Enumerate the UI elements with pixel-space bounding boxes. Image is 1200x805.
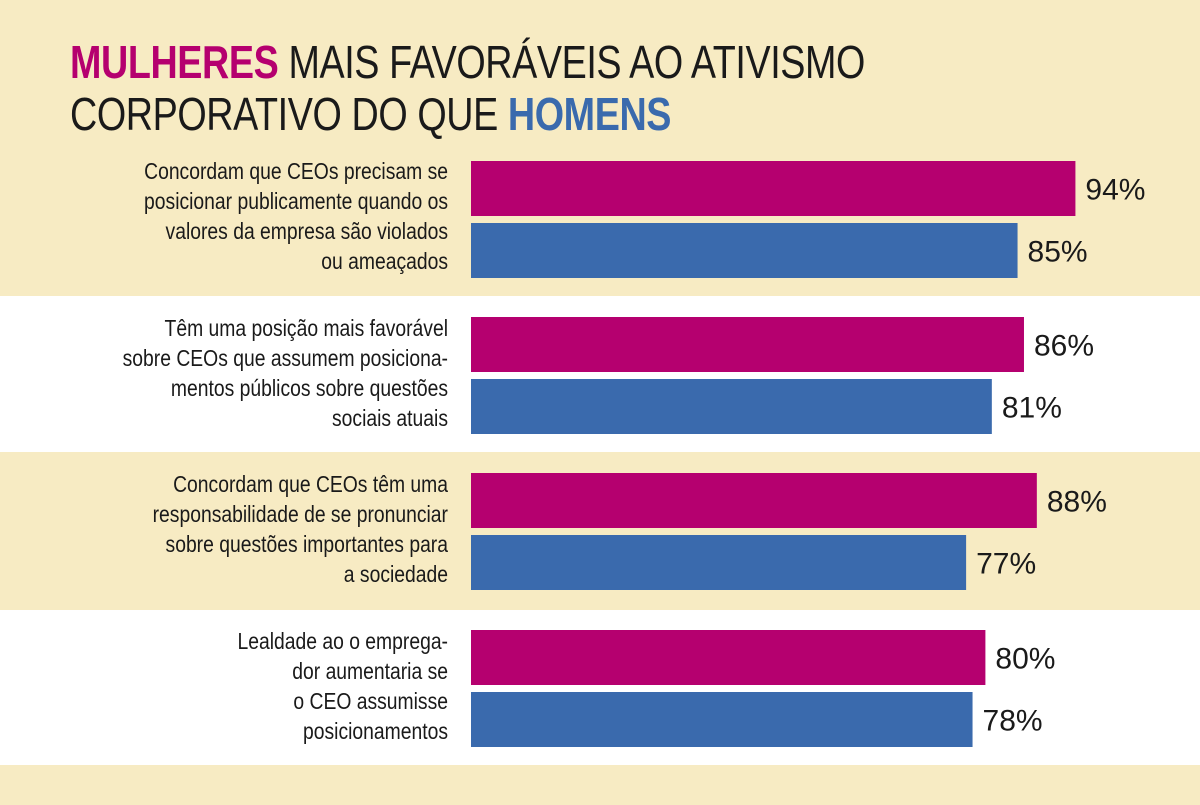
- title-text-2: CORPORATIVO DO QUE: [70, 88, 508, 140]
- men-value-label: 77%: [976, 548, 1036, 581]
- women-bar: [471, 161, 1076, 216]
- category-label-line: Têm uma posição mais favorável: [164, 315, 449, 341]
- category-label-line: a sociedade: [343, 561, 448, 587]
- category-label: Lealdade ao o emprega-dor aumentaria se o…: [11, 626, 448, 746]
- category-label: Têm uma posição mais favorável sobre CEOs…: [11, 313, 448, 433]
- women-bar: [471, 630, 986, 685]
- category-label-line: sobre CEOs que assumem posiciona-: [122, 345, 448, 371]
- category-label-line: o CEO assumisse: [293, 688, 448, 714]
- women-bar: [471, 473, 1037, 528]
- women-value-label: 86%: [1034, 330, 1094, 363]
- category-label: Concordam que CEOs precisam se posicionar…: [11, 156, 448, 276]
- category-label-line: posicionamentos: [303, 718, 448, 744]
- title-text-1: MAIS FAVORÁVEIS AO ATIVISMO: [278, 36, 865, 88]
- category-label-line: sociais atuais: [332, 405, 448, 431]
- title-men: HOMENS: [507, 88, 672, 140]
- category-label: Concordam que CEOs têm uma responsabilida…: [11, 469, 448, 589]
- category-label-line: Concordam que CEOs têm uma: [173, 471, 449, 497]
- men-bar: [471, 692, 973, 747]
- men-value-label: 78%: [983, 705, 1043, 738]
- men-value-label: 81%: [1002, 392, 1062, 425]
- men-bar: [471, 535, 967, 590]
- category-label-line: valores da empresa são violados: [165, 218, 449, 244]
- category-label-line: ou ameaçados: [321, 248, 448, 274]
- category-label-line: mentos públicos sobre questões: [170, 375, 448, 401]
- title-women: MULHERES: [70, 36, 279, 88]
- women-value-label: 88%: [1047, 486, 1107, 519]
- chart-title: MULHERES MAIS FAVORÁVEIS AO ATIVISMO COR…: [70, 36, 865, 140]
- category-label-line: Concordam que CEOs precisam se: [144, 158, 448, 184]
- category-label-line: sobre questões importantes para: [165, 531, 449, 557]
- men-bar: [471, 223, 1018, 278]
- women-bar: [471, 317, 1024, 372]
- category-label-line: responsabilidade de se pronunciar: [152, 501, 448, 527]
- men-value-label: 85%: [1028, 236, 1088, 269]
- category-label-line: posicionar publicamente quando os: [144, 188, 448, 214]
- women-value-label: 80%: [995, 643, 1055, 676]
- band-footer: [0, 765, 1200, 805]
- category-label-line: dor aumentaria se: [292, 658, 448, 684]
- men-bar: [471, 379, 992, 434]
- category-label-line: Lealdade ao o emprega-: [237, 628, 448, 654]
- women-value-label: 94%: [1085, 174, 1145, 207]
